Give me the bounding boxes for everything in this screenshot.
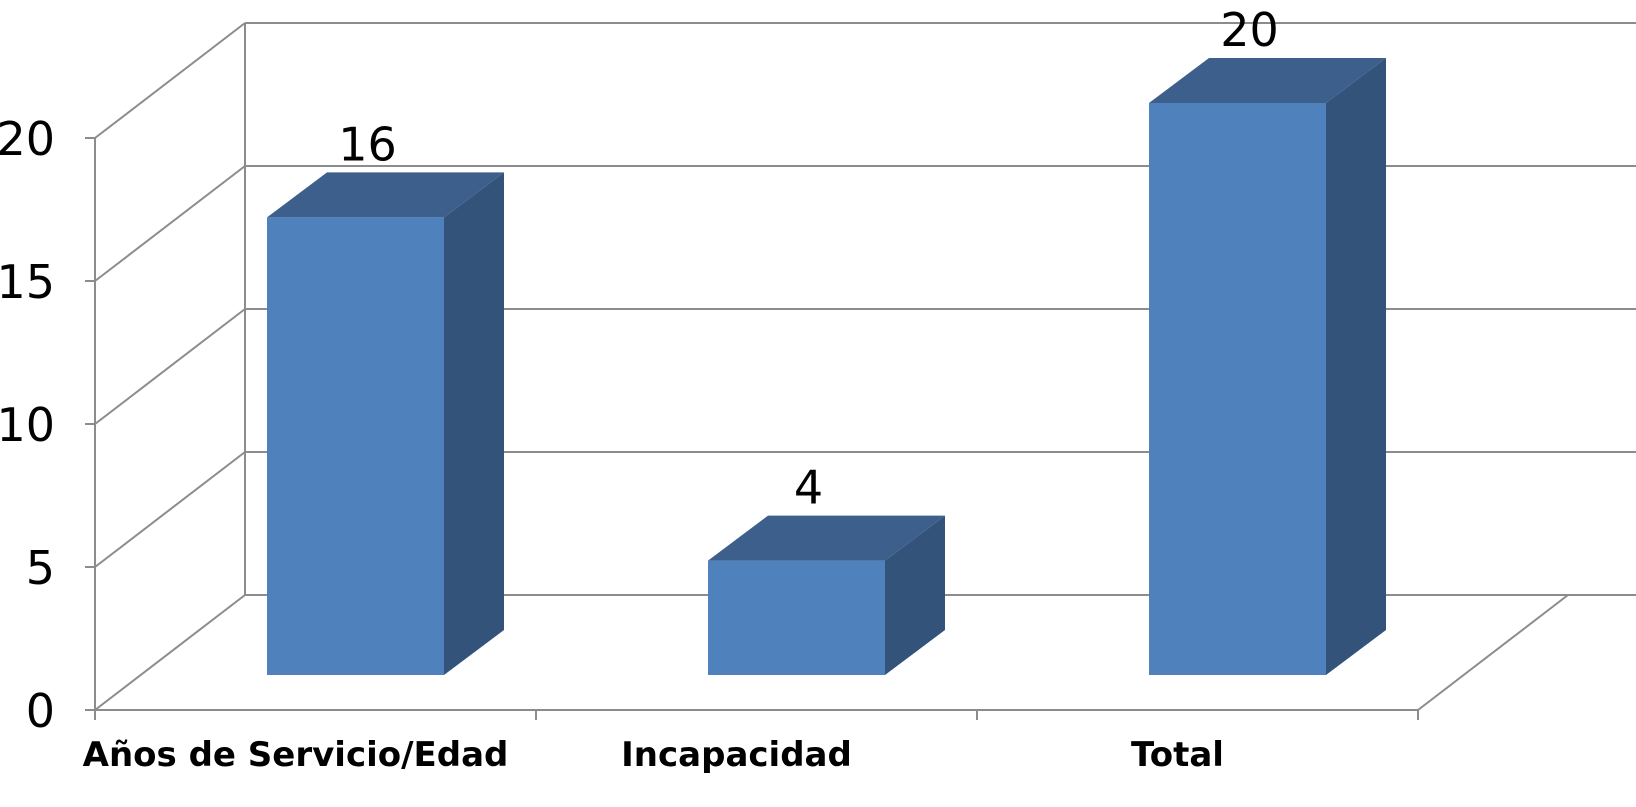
y-tick-label: 5 <box>26 541 55 595</box>
y-tick-label: 15 <box>0 255 55 309</box>
side-wall-line <box>94 22 246 139</box>
y-tick-label: 20 <box>0 112 55 166</box>
bar-top <box>1149 58 1386 103</box>
bar-front <box>1149 103 1326 675</box>
x-tick-label: Incapacidad <box>621 735 852 775</box>
x-tick-label: Años de Servicio/Edad <box>83 735 509 775</box>
bar <box>708 515 945 675</box>
y-tick-label: 10 <box>0 398 55 452</box>
y-tick-label: 0 <box>26 684 55 738</box>
data-label: 20 <box>1220 3 1279 57</box>
bar-side <box>1326 58 1386 675</box>
y-axis-ticks: 0 5 10 15 20 <box>0 112 55 738</box>
side-wall-line <box>94 451 246 568</box>
bars <box>267 58 1386 675</box>
data-labels: 16 4 20 <box>338 3 1279 515</box>
bar-front <box>267 217 444 675</box>
side-wall-line <box>94 165 246 282</box>
bar <box>1149 58 1386 675</box>
bar-front <box>708 560 885 675</box>
bar-side <box>885 515 945 675</box>
bar <box>267 172 504 675</box>
data-label: 4 <box>794 461 823 515</box>
side-wall-line <box>94 308 246 425</box>
side-wall-line <box>94 594 246 711</box>
bar-top <box>708 515 945 561</box>
grid-layer <box>85 22 1636 720</box>
data-label: 16 <box>338 117 397 171</box>
x-axis-labels: Años de Servicio/Edad Incapacidad Total <box>83 735 1224 775</box>
bar-side <box>444 172 504 675</box>
bar-top <box>267 172 504 218</box>
floor-edge <box>1417 594 1569 711</box>
x-tick-label: Total <box>1131 735 1224 775</box>
